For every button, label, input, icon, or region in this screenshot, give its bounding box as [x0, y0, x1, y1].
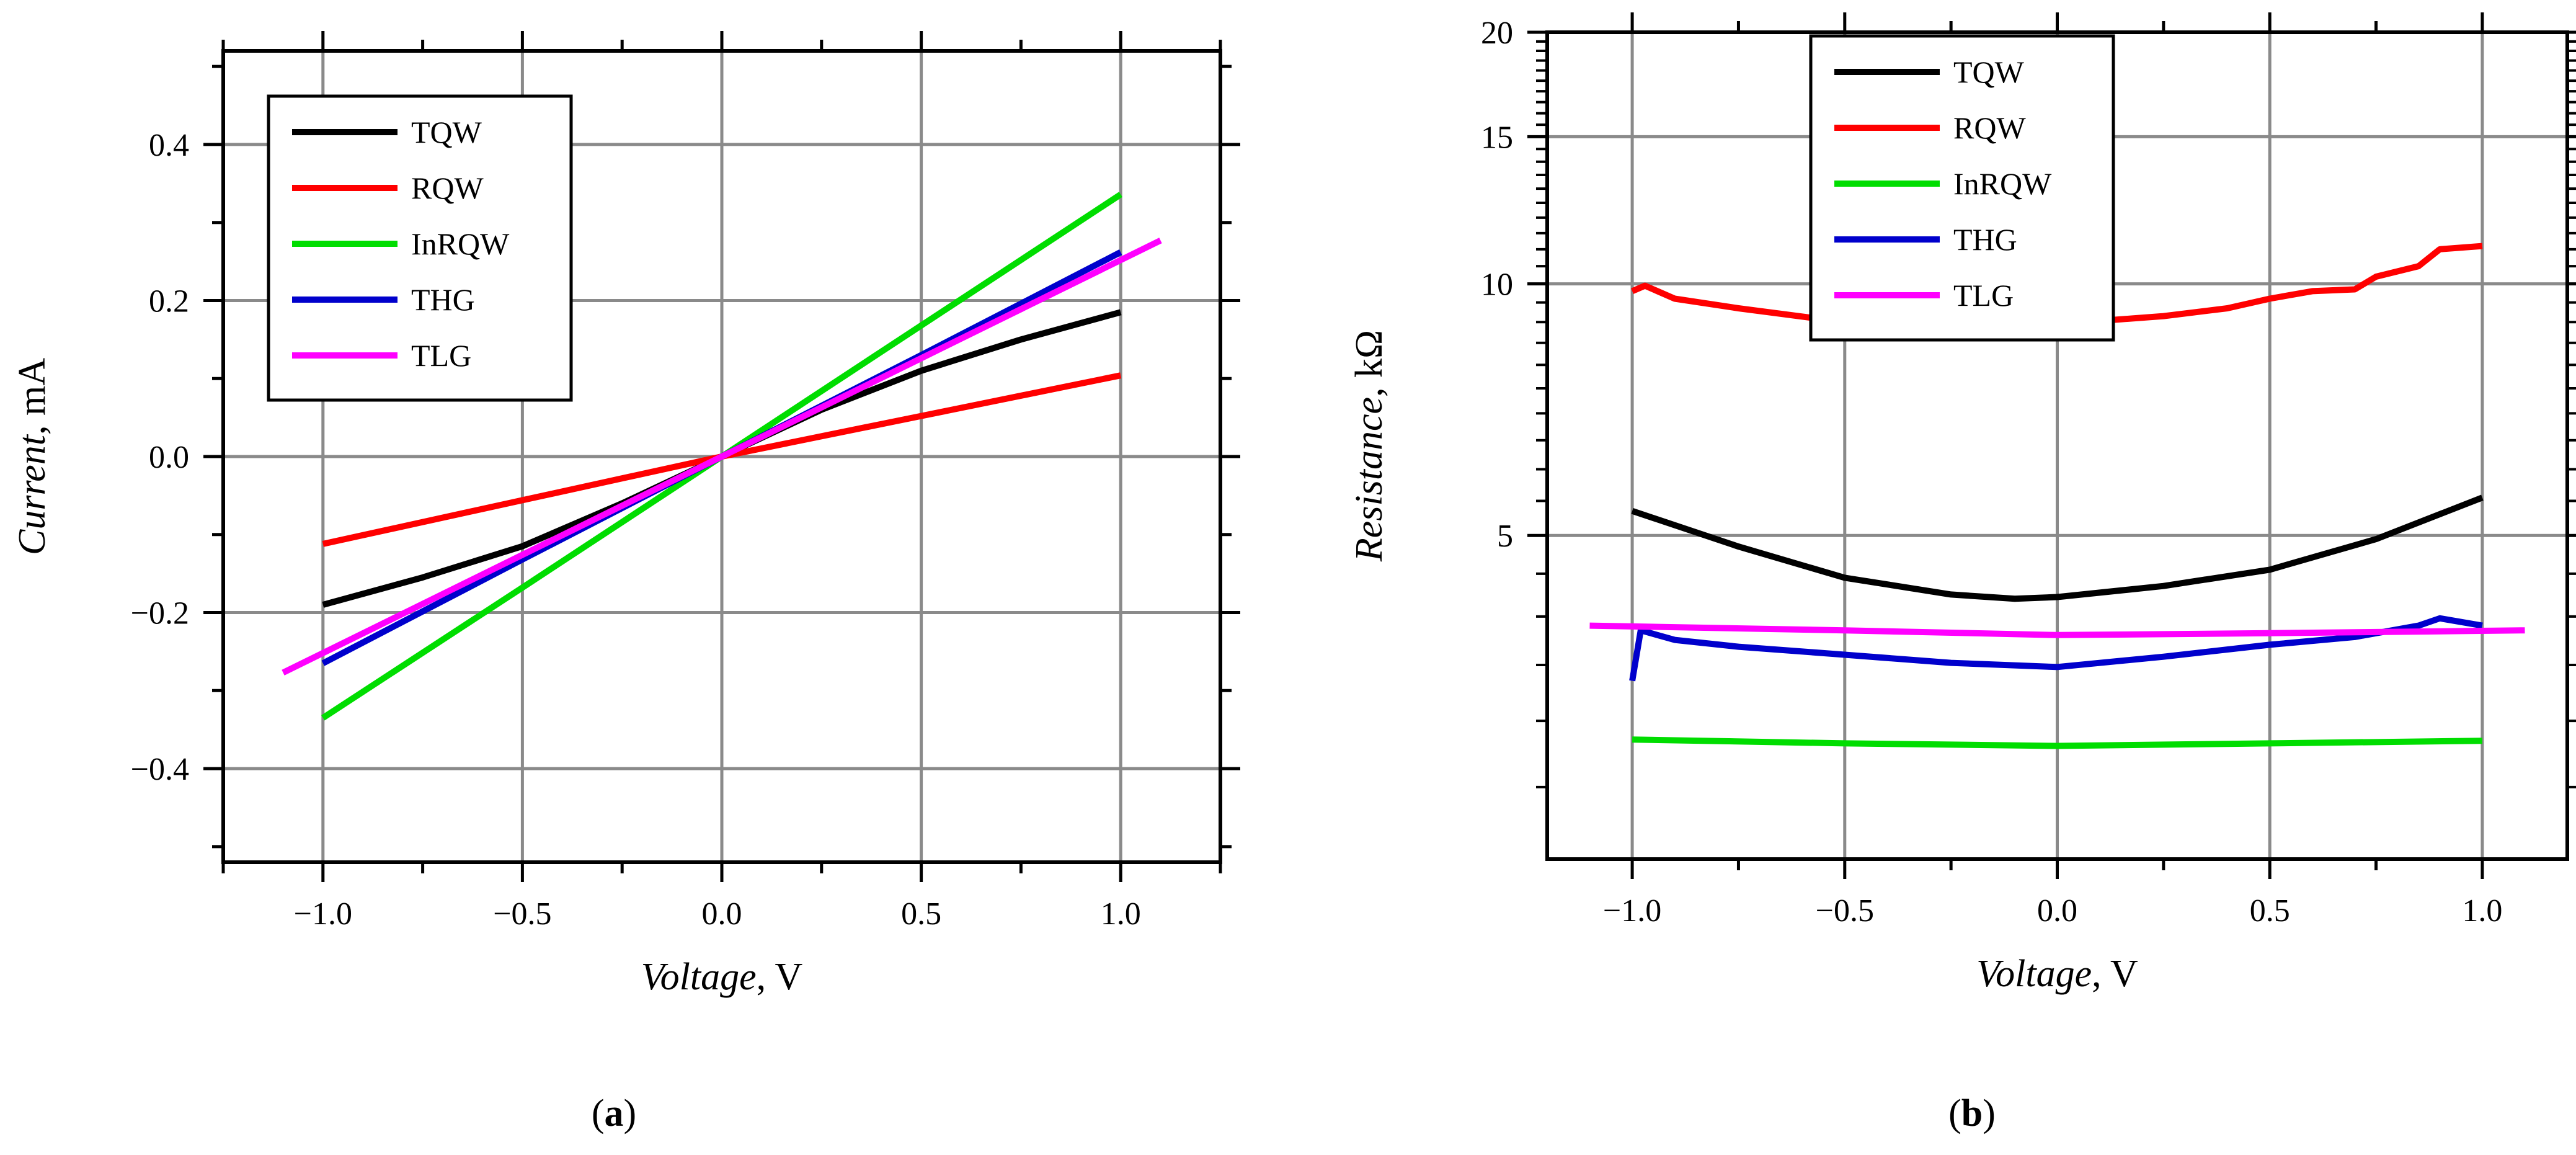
- y-tick-label: −0.2: [131, 596, 189, 631]
- series-line-tlg: [282, 238, 1162, 676]
- y-tick-label: 0.2: [149, 283, 189, 319]
- legend-label-rqw: RQW: [1953, 110, 2026, 145]
- y-tick-label: 0.4: [149, 128, 189, 163]
- series-group: [282, 192, 1162, 721]
- x-tick-label: 0.0: [2037, 893, 2077, 929]
- series-line-inrqw: [1632, 736, 2482, 749]
- legend: TQW RQW InRQW THG TLG: [1809, 34, 2115, 342]
- x-tick-label: 0.5: [2250, 893, 2290, 929]
- series-group: [1589, 243, 2525, 749]
- captions: (a) (b): [592, 1092, 1996, 1135]
- x-axis-title-name: Voltage: [1976, 953, 2092, 995]
- x-tick-label: −0.5: [493, 896, 551, 932]
- legend-label-thg: THG: [411, 282, 475, 317]
- ticks: [203, 31, 1240, 882]
- tick-labels: −1.0 −0.5 0.0 0.5 1.0 −0.4 −0.2 0.0 0.2 0.4: [131, 128, 1141, 932]
- y-axis-title-name: Current: [11, 434, 53, 555]
- x-tick-label: −1.0: [1603, 893, 1661, 929]
- legend-label-tlg: TLG: [1953, 278, 2014, 313]
- series-line-tqw: [1631, 494, 2484, 602]
- x-axis-title-unit: , V: [757, 956, 803, 998]
- legend-box: [267, 94, 573, 402]
- x-tick-label: 1.0: [1101, 896, 1141, 932]
- x-tick-label: 0.5: [901, 896, 941, 932]
- panel-a: −1.0 −0.5 0.0 0.5 1.0 −0.4 −0.2 0.0 0.2 0.4 Voltag…: [11, 31, 1240, 998]
- y-axis-title-unit: , mA: [11, 358, 53, 435]
- legend-label-inrqw: InRQW: [1953, 166, 2052, 201]
- legend: TQW RQW InRQW THG TLG: [267, 94, 573, 402]
- y-tick-label: −0.4: [131, 752, 189, 787]
- ticks: [1527, 12, 2576, 879]
- y-tick-label: 10: [1481, 267, 1513, 303]
- x-tick-label: 0.0: [702, 896, 742, 932]
- legend-label-thg: THG: [1953, 222, 2017, 257]
- y-tick-label: 5: [1497, 519, 1513, 554]
- y-tick-label: 15: [1481, 120, 1513, 155]
- legend-label-tqw: TQW: [1953, 55, 2025, 89]
- legend-label-inrqw: InRQW: [411, 226, 510, 261]
- tick-labels: −1.0 −0.5 0.0 0.5 1.0 5 10 15 20: [1481, 16, 2502, 929]
- series-line-rqw: [1631, 243, 2483, 329]
- y-tick-label: 0.0: [149, 440, 189, 475]
- y-axis-title: Resistance, kΩ: [1348, 330, 1390, 562]
- caption-b-letter: b: [1961, 1092, 1983, 1135]
- x-axis-title-name: Voltage: [641, 956, 757, 998]
- y-axis-title-name: Resistance: [1348, 397, 1390, 562]
- x-axis-title: Voltage, V: [1976, 953, 2138, 995]
- y-tick-label: 20: [1481, 16, 1513, 51]
- x-tick-label: −0.5: [1816, 893, 1874, 929]
- series-line-tlg: [1589, 622, 2525, 638]
- legend-label-rqw: RQW: [411, 171, 484, 205]
- legend-label-tqw: TQW: [411, 115, 482, 149]
- series-line-thg: [1629, 615, 2483, 682]
- legend-box: [1809, 34, 2115, 342]
- x-tick-label: 1.0: [2462, 893, 2502, 929]
- x-axis-title-unit: , V: [2092, 953, 2138, 995]
- y-axis-title-unit: , kΩ: [1348, 330, 1390, 397]
- x-axis-title: Voltage, V: [641, 956, 803, 998]
- caption-b: (b): [1948, 1092, 1996, 1135]
- y-axis-title: Current, mA: [11, 358, 53, 555]
- caption-a-letter: a: [605, 1092, 624, 1135]
- legend-label-tlg: TLG: [411, 338, 471, 373]
- x-tick-label: −1.0: [294, 896, 352, 932]
- panel-b: −1.0 −0.5 0.0 0.5 1.0 5 10 15 20 Voltage, V Resist…: [1348, 12, 2576, 995]
- caption-a: (a): [592, 1092, 636, 1135]
